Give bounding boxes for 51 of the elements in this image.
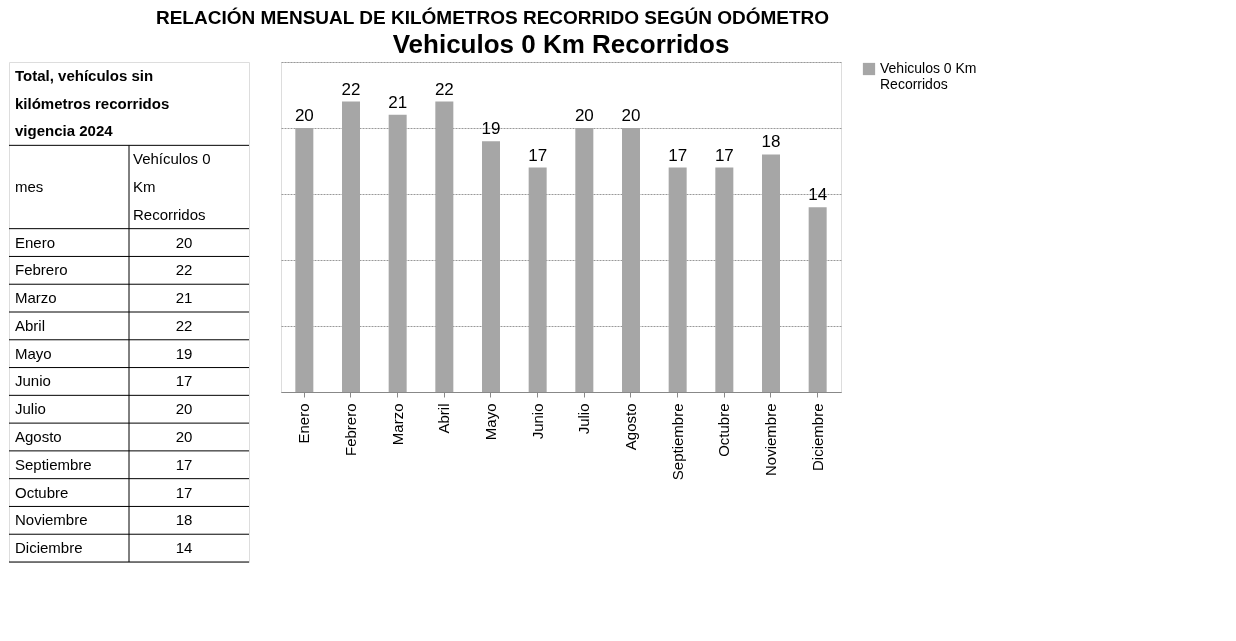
category-label: Diciembre	[15, 539, 83, 557]
text: 17	[175, 483, 193, 501]
x-tick-label: Enero	[295, 403, 313, 444]
data-label: 14	[808, 185, 828, 205]
data-label: 22	[434, 79, 454, 99]
text: 14	[175, 539, 193, 557]
category-label: Noviembre	[15, 511, 88, 529]
category-label: Mayo	[15, 344, 52, 362]
text: 21	[175, 289, 193, 307]
text: 17	[175, 455, 193, 473]
text: 22	[175, 261, 193, 279]
data-label: 20	[621, 106, 641, 125]
category-label: Febrero	[15, 261, 68, 279]
legend-label: Vehiculos 0 Km Recorridos	[880, 60, 977, 92]
chart-title: RELACIÓN MENSUAL DE KILÓMETROS RECORRIDO SEGÚN ODÓMETRO	[155, 6, 830, 28]
text: Total, vehículos sin kilómetros recorridos vigencia 2024	[15, 66, 170, 140]
data-label: 22	[341, 79, 361, 99]
x-tick-label: Octubre	[715, 403, 733, 457]
data-label: 17	[714, 145, 734, 165]
text: 20	[175, 428, 193, 445]
x-tick-label: Noviembre	[762, 403, 779, 477]
text: 19	[175, 344, 193, 362]
x-tick-label: Junio	[528, 403, 546, 440]
category-label: Abril	[15, 316, 46, 334]
data-label: 19	[481, 119, 501, 139]
x-tick-label: Diciembre	[808, 403, 826, 472]
x-tick-label: Septiembre	[668, 403, 686, 481]
x-tick-label: Julio	[575, 403, 593, 435]
text: 20	[175, 400, 193, 418]
data-label: 18	[761, 132, 781, 152]
data-label: 20	[574, 106, 594, 125]
x-tick-label: Agosto	[622, 403, 639, 451]
text: 18	[175, 511, 193, 529]
text: Vehículos 0 Km Recorridos	[133, 150, 211, 223]
text: 20	[175, 233, 193, 251]
category-label: Junio	[15, 372, 51, 390]
text: 17	[175, 372, 193, 390]
data-label: 17	[668, 145, 688, 165]
category-label: Marzo	[15, 289, 57, 307]
category-label: Enero	[15, 233, 56, 251]
x-tick-label: Marzo	[388, 403, 406, 446]
chart-subtitle: Vehiculos 0 Km Recorridos	[392, 29, 730, 59]
text: 22	[175, 316, 193, 334]
category-label: Octubre	[15, 483, 69, 501]
x-tick-label: Abril	[435, 403, 453, 434]
text: mes	[15, 178, 44, 195]
x-tick-label: Mayo	[482, 403, 499, 441]
data-label: 17	[528, 145, 548, 165]
x-tick-label: Febrero	[342, 403, 359, 457]
data-label: 21	[388, 92, 408, 112]
data-label: 20	[294, 106, 314, 125]
